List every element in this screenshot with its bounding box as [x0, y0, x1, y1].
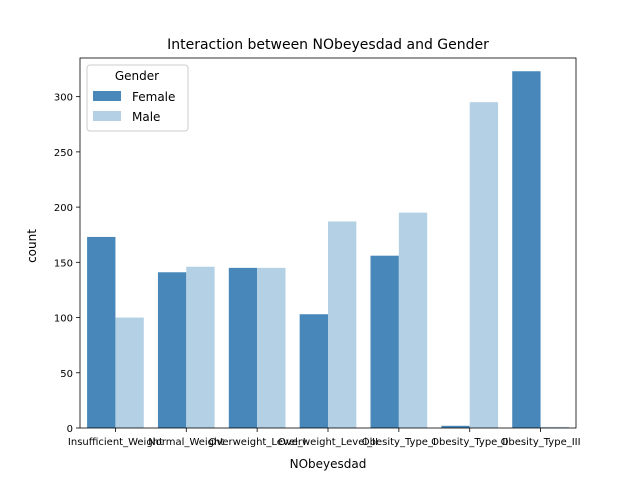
y-tick-label: 50: [60, 369, 73, 380]
legend-items: Female Male: [93, 90, 175, 124]
bars-group: [87, 71, 569, 429]
bar-female-overweight-level-i: [228, 267, 258, 428]
bar-male-overweight-level-i: [257, 267, 286, 428]
legend: Gender Female Male: [86, 64, 189, 132]
x-tick-label: Obesity_Type_I: [362, 437, 436, 448]
x-tick-label: Overweight_Level_I: [209, 437, 306, 448]
y-tick-label: 250: [54, 148, 73, 159]
y-tick-label: 100: [54, 314, 73, 325]
x-tick-label: Obesity_Type_III: [501, 437, 581, 448]
legend-label-male: Male: [132, 110, 160, 124]
legend-swatch-male: [93, 111, 121, 121]
bar-male-insufficient-weight: [115, 317, 144, 428]
x-tick-label: Obesity_Type_II: [431, 437, 508, 448]
x-tick-label: Normal_Weight: [148, 437, 224, 448]
bar-male-obesity-type-iii: [540, 426, 569, 428]
bar-male-obesity-type-ii: [469, 102, 499, 429]
y-tick-label: 200: [54, 203, 73, 214]
x-axis-label: NObeyesdad: [290, 457, 367, 471]
bar-female-overweight-level-ii: [299, 314, 328, 428]
axes-group: 0 50 100 150 200 250 300 Insufficient_WeightNor…: [54, 57, 581, 448]
bar-male-obesity-type-i: [398, 212, 428, 428]
legend-label-female: Female: [132, 90, 175, 104]
y-tick-label: 300: [54, 93, 73, 104]
bar-female-obesity-type-ii: [441, 425, 470, 428]
bar-female-obesity-type-i: [370, 255, 399, 428]
bar-female-insufficient-weight: [87, 236, 116, 428]
legend-title: Gender: [115, 69, 159, 83]
bar-female-normal-weight: [157, 272, 187, 428]
bar-male-overweight-level-ii: [328, 221, 357, 428]
legend-swatch-female: [93, 91, 121, 101]
x-tick-label: Insufficient_Weight: [68, 437, 163, 448]
bar-female-obesity-type-iii: [512, 71, 541, 428]
y-axis-label: count: [25, 229, 39, 263]
x-tick-label: Overweight_Level_II: [278, 437, 378, 448]
chart-title: Interaction between NObeyesdad and Gende…: [167, 37, 489, 53]
bar-male-normal-weight: [186, 266, 215, 428]
y-tick-label: 150: [54, 258, 73, 269]
y-tick-label: 0: [67, 424, 73, 435]
